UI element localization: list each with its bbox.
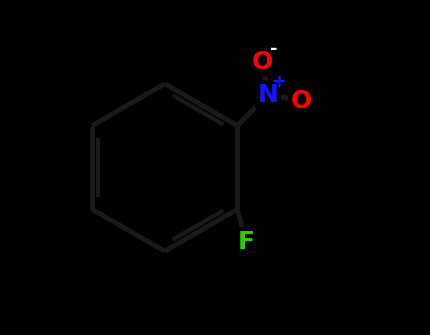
- Text: O: O: [290, 89, 312, 113]
- Text: +: +: [271, 73, 286, 91]
- Text: -: -: [270, 40, 278, 58]
- Text: F: F: [237, 230, 255, 254]
- Text: O: O: [252, 50, 273, 74]
- Text: N: N: [258, 83, 279, 107]
